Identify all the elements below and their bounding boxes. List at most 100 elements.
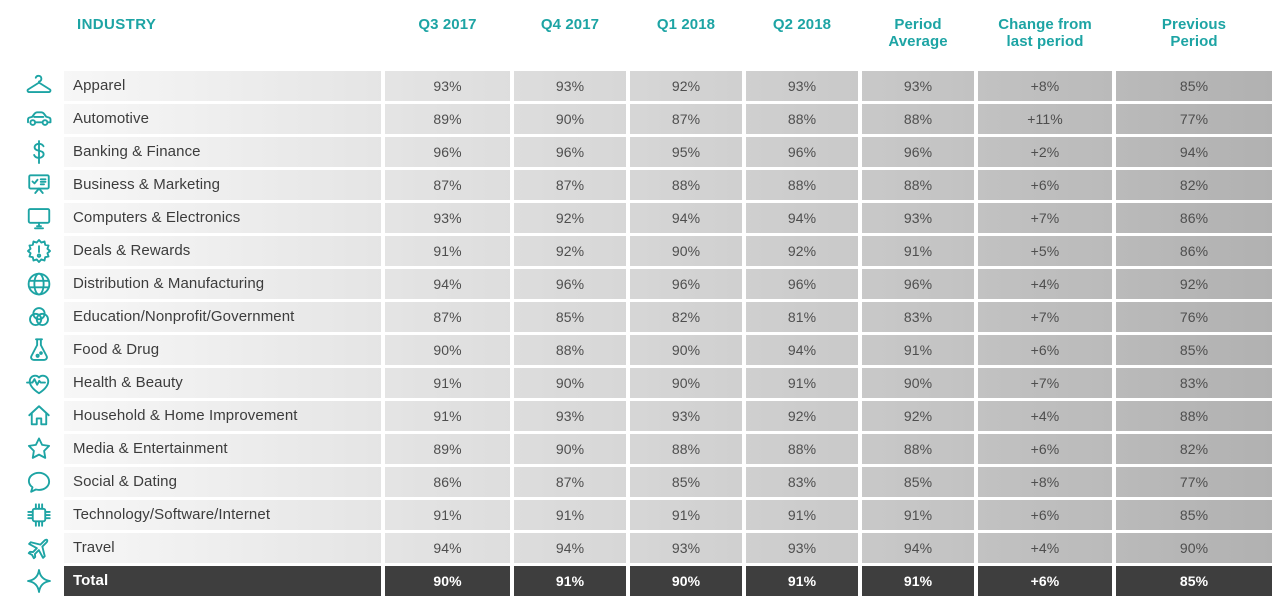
cell-previous-period: 85%: [1112, 500, 1272, 530]
cell-change-from-last-period: +7%: [974, 302, 1112, 332]
cell-q3-2017: 89%: [381, 434, 510, 464]
cell-q3-2017: 93%: [381, 71, 510, 101]
speech-bubble-icon: [27, 471, 51, 493]
cell-q4-2017: 93%: [510, 401, 626, 431]
industry-label: Computers & Electronics: [73, 209, 241, 227]
table-row: Automotive 89% 90% 87% 88% 88% +11% 77%: [14, 104, 1272, 134]
sparkle-icon: [27, 569, 51, 593]
monitor-icon: [27, 208, 51, 230]
cell-period-average: 90%: [858, 368, 974, 398]
cell-q3-2017: 93%: [381, 203, 510, 233]
cell-period-average: 88%: [858, 170, 974, 200]
cell-q4-2017: 87%: [510, 467, 626, 497]
industry-label: Technology/Software/Internet: [73, 506, 271, 524]
industry-label: Banking & Finance: [73, 143, 201, 161]
cell-period-average: 96%: [858, 137, 974, 167]
cell-q3-2017: 91%: [381, 368, 510, 398]
cell-q4-2017: 93%: [510, 71, 626, 101]
cell-q1-2018: 90%: [626, 335, 742, 365]
table-total-row: Total 90% 91% 90% 91% 91% +6% 85%: [14, 566, 1272, 596]
cell-q4-2017: 92%: [510, 236, 626, 266]
cell-change-from-last-period: +8%: [974, 71, 1112, 101]
industry-label: Health & Beauty: [73, 374, 183, 392]
cell-q1-2018: 85%: [626, 467, 742, 497]
table-row: Travel 94% 94% 93% 93% 94% +4% 90%: [14, 533, 1272, 563]
cell-q4-2017: 91%: [510, 500, 626, 530]
cell-q4-2017: 85%: [510, 302, 626, 332]
table-row: Food & Drug 90% 88% 90% 94% 91% +6% 85%: [14, 335, 1272, 365]
cell-q2-2018: 96%: [742, 137, 858, 167]
cell-q1-2018: 90%: [626, 368, 742, 398]
cell-period-average: 85%: [858, 467, 974, 497]
cell-change-from-last-period: +11%: [974, 104, 1112, 134]
cell-previous-period: 85%: [1112, 335, 1272, 365]
cell-q3-2017: 87%: [381, 302, 510, 332]
cell-q3-2017: 90%: [381, 335, 510, 365]
cell-q1-2018: 96%: [626, 269, 742, 299]
cell-q2-2018: 94%: [742, 335, 858, 365]
star-icon: [27, 437, 51, 459]
cell-previous-period: 86%: [1112, 236, 1272, 266]
table-row: Technology/Software/Internet 91% 91% 91% 91…: [14, 500, 1272, 530]
cell-q1-2018: 91%: [626, 500, 742, 530]
cell-change-from-last-period: +4%: [974, 533, 1112, 563]
cell-q1-2018: 90%: [626, 566, 742, 596]
table-row: Banking & Finance 96% 96% 95% 96% 96% +2% 94%: [14, 137, 1272, 167]
column-header-q1-2018: Q1 2018: [656, 16, 716, 33]
column-header-industry: INDUSTRY: [77, 16, 157, 33]
table-row: Health & Beauty 91% 90% 90% 91% 90% +7% 83%: [14, 368, 1272, 398]
cell-previous-period: 82%: [1112, 434, 1272, 464]
column-header-change-from-last-period: Change from last period: [998, 16, 1092, 51]
industry-label: Household & Home Improvement: [73, 407, 298, 425]
cell-period-average: 83%: [858, 302, 974, 332]
cell-q2-2018: 96%: [742, 269, 858, 299]
cell-period-average: 91%: [858, 236, 974, 266]
column-header-previous-period: Previous Period: [1161, 16, 1227, 51]
flask-icon: [30, 338, 48, 361]
cell-q2-2018: 91%: [742, 368, 858, 398]
cell-q2-2018: 92%: [742, 401, 858, 431]
table-row: Education/Nonprofit/Government 87% 85% 82%…: [14, 302, 1272, 332]
table-row: Apparel 93% 93% 92% 93% 93% +8% 85%: [14, 71, 1272, 101]
industry-label: Social & Dating: [73, 473, 178, 491]
cell-q2-2018: 93%: [742, 71, 858, 101]
cell-q2-2018: 83%: [742, 467, 858, 497]
cell-q3-2017: 91%: [381, 236, 510, 266]
cell-change-from-last-period: +6%: [974, 500, 1112, 530]
cell-q4-2017: 94%: [510, 533, 626, 563]
cell-previous-period: 88%: [1112, 401, 1272, 431]
cell-q2-2018: 94%: [742, 203, 858, 233]
dollar-icon: [33, 140, 45, 164]
cell-previous-period: 92%: [1112, 269, 1272, 299]
cell-q4-2017: 92%: [510, 203, 626, 233]
industry-label: Automotive: [73, 110, 150, 128]
cell-previous-period: 77%: [1112, 104, 1272, 134]
table-row: Social & Dating 86% 87% 85% 83% 85% +8% 77%: [14, 467, 1272, 497]
cell-q3-2017: 87%: [381, 170, 510, 200]
cell-q3-2017: 90%: [381, 566, 510, 596]
cell-q4-2017: 90%: [510, 104, 626, 134]
cell-change-from-last-period: +6%: [974, 566, 1112, 596]
cell-change-from-last-period: +2%: [974, 137, 1112, 167]
cell-q3-2017: 91%: [381, 500, 510, 530]
cell-q1-2018: 95%: [626, 137, 742, 167]
cell-q2-2018: 92%: [742, 236, 858, 266]
presentation-icon: [28, 174, 50, 194]
table-row: Media & Entertainment 89% 90% 88% 88% 88% +6%…: [14, 434, 1272, 464]
cell-q4-2017: 87%: [510, 170, 626, 200]
column-header-q4-2017: Q4 2017: [540, 16, 600, 33]
industry-label: Distribution & Manufacturing: [73, 275, 265, 293]
cell-q4-2017: 90%: [510, 434, 626, 464]
industry-performance-table: INDUSTRY Q3 2017 Q4 2017 Q1 2018 Q2 2018…: [14, 16, 1272, 596]
cell-previous-period: 85%: [1112, 566, 1272, 596]
heart-pulse-icon: [26, 374, 50, 395]
cell-q4-2017: 90%: [510, 368, 626, 398]
cell-period-average: 91%: [858, 335, 974, 365]
cell-period-average: 91%: [858, 566, 974, 596]
cell-q2-2018: 81%: [742, 302, 858, 332]
cell-q2-2018: 88%: [742, 434, 858, 464]
cell-q2-2018: 93%: [742, 533, 858, 563]
cell-period-average: 92%: [858, 401, 974, 431]
column-header-q2-2018: Q2 2018: [772, 16, 832, 33]
cell-q3-2017: 91%: [381, 401, 510, 431]
